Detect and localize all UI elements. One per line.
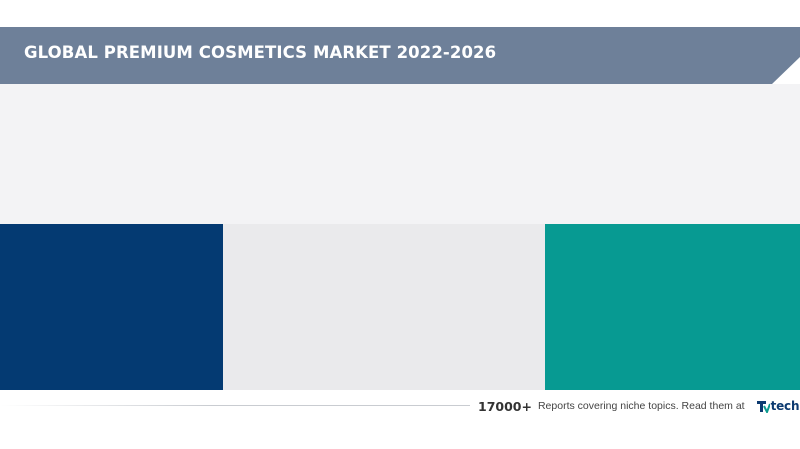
color-panel-left	[0, 224, 223, 390]
header-band: GLOBAL PREMIUM COSMETICS MARKET 2022-202…	[0, 27, 800, 84]
footer-text: Reports covering niche topics. Read them…	[537, 400, 745, 412]
logo-text-tech: tech	[770, 399, 800, 413]
color-panel-middle	[223, 224, 545, 390]
color-panel-right	[545, 224, 800, 390]
footer: 17000+ Reports covering niche topics. Re…	[478, 396, 800, 416]
technavio-logo[interactable]: technavio	[756, 399, 800, 413]
page-title: GLOBAL PREMIUM COSMETICS MARKET 2022-202…	[24, 43, 497, 62]
technavio-logo-icon	[756, 400, 770, 413]
content-area	[0, 84, 800, 224]
header-band-shape	[0, 27, 800, 84]
report-count: 17000+	[478, 398, 532, 414]
footer-divider	[0, 405, 470, 406]
